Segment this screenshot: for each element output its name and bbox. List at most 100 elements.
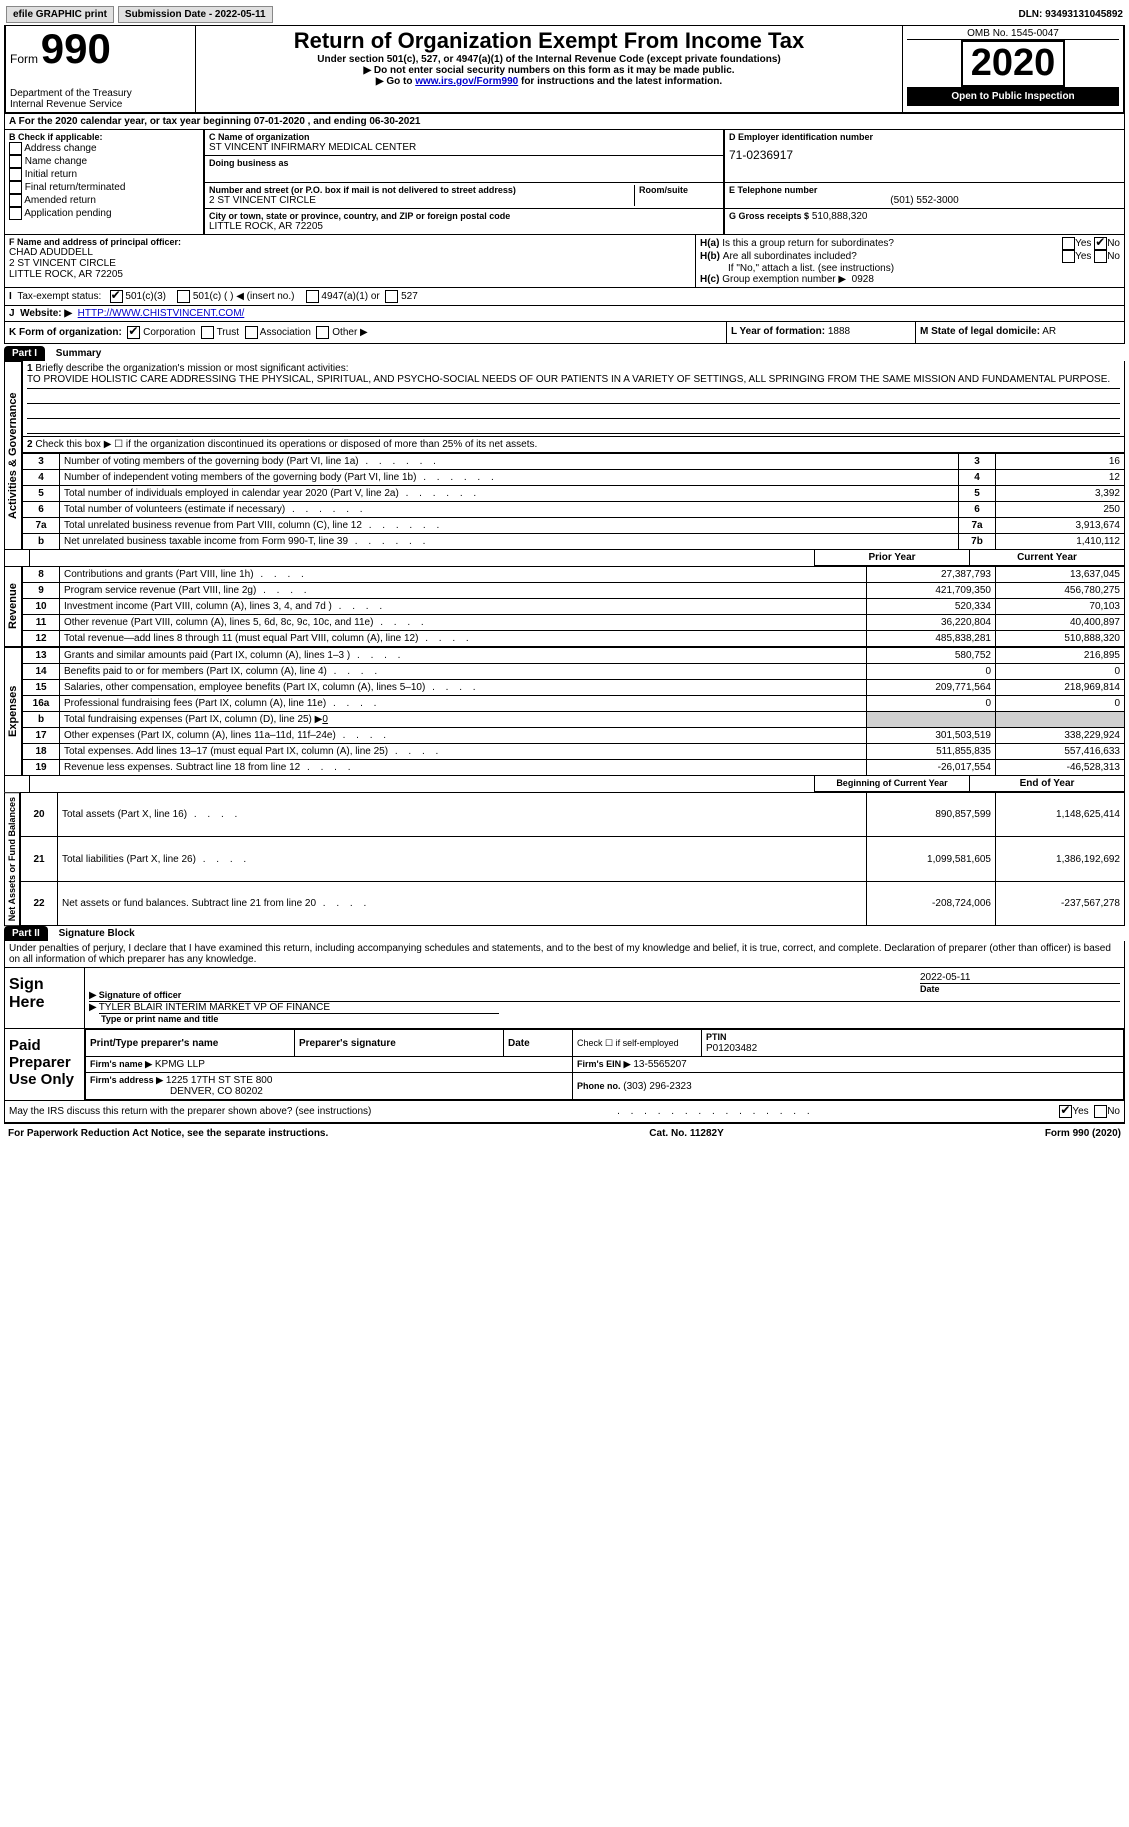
table-row: 3 Number of voting members of the govern… — [23, 454, 1125, 470]
app-pending-checkbox[interactable] — [9, 207, 22, 220]
corp-checkbox[interactable] — [127, 326, 140, 339]
hb-yes-checkbox[interactable] — [1062, 250, 1075, 263]
sub3-pre: ▶ Go to — [376, 76, 415, 87]
ha-yes: Yes — [1075, 238, 1091, 249]
hb-note: If "No," attach a list. (see instruction… — [700, 263, 1120, 274]
paid-preparer-row: Paid Preparer Use Only Print/Type prepar… — [4, 1029, 1125, 1101]
discuss-no: No — [1107, 1106, 1120, 1117]
declaration-text: Under penalties of perjury, I declare th… — [4, 941, 1125, 968]
city-value: LITTLE ROCK, AR 72205 — [209, 221, 719, 232]
assoc-checkbox[interactable] — [245, 326, 258, 339]
prior-year-value: 209,771,564 — [867, 680, 996, 696]
prior-year-value: 0 — [867, 696, 996, 712]
table-row: 13 Grants and similar amounts paid (Part… — [23, 648, 1125, 664]
prior-year-header: Prior Year — [814, 550, 969, 566]
table-row: 6 Total number of volunteers (estimate i… — [23, 502, 1125, 518]
instructions-link[interactable]: www.irs.gov/Form990 — [415, 76, 518, 87]
line-num: 15 — [23, 680, 60, 696]
amended-return-checkbox[interactable] — [9, 194, 22, 207]
firm-name: KPMG LLP — [155, 1059, 205, 1070]
address-change-checkbox[interactable] — [9, 142, 22, 155]
527-checkbox[interactable] — [385, 290, 398, 303]
table-row: 18 Total expenses. Add lines 13–17 (must… — [23, 744, 1125, 760]
line-ref: 7b — [959, 534, 996, 550]
j-row: J Website: ▶ HTTP://WWW.CHISTVINCENT.COM… — [4, 306, 1125, 322]
firm-phone: (303) 296-2323 — [623, 1081, 691, 1092]
boy-eoy-headers-row: Beginning of Current Year End of Year — [4, 776, 1125, 792]
501c-checkbox[interactable] — [177, 290, 190, 303]
501c3-checkbox[interactable] — [110, 290, 123, 303]
final-return-checkbox[interactable] — [9, 181, 22, 194]
l-label: L Year of formation: — [731, 326, 825, 337]
line-desc: Total revenue—add lines 8 through 11 (mu… — [60, 631, 867, 647]
line-num: 6 — [23, 502, 60, 518]
hb-no-checkbox[interactable] — [1094, 250, 1107, 263]
line-desc: Total expenses. Add lines 13–17 (must eq… — [60, 744, 867, 760]
revenue-table: 8 Contributions and grants (Part VIII, l… — [22, 566, 1125, 647]
4947-checkbox[interactable] — [306, 290, 319, 303]
hc-value: 0928 — [852, 274, 874, 285]
current-year-value: 1,386,192,692 — [996, 837, 1125, 881]
submission-date-button[interactable]: Submission Date - 2022-05-11 — [118, 6, 273, 23]
line-num: 18 — [23, 744, 60, 760]
discuss-no-checkbox[interactable] — [1094, 1105, 1107, 1118]
gross-receipts: 510,888,320 — [812, 211, 868, 222]
current-year-value: 70,103 — [996, 599, 1125, 615]
officer-name: CHAD ADUDDELL — [9, 247, 691, 258]
name-change-checkbox[interactable] — [9, 155, 22, 168]
i-row: I Tax-exempt status: 501(c)(3) 501(c) ( … — [4, 288, 1125, 306]
table-row: 7a Total unrelated business revenue from… — [23, 518, 1125, 534]
part-1-badge: Part I — [4, 346, 45, 361]
current-year-value — [996, 712, 1125, 728]
org-name: ST VINCENT INFIRMARY MEDICAL CENTER — [209, 142, 719, 153]
sig-name-label: Type or print name and title — [89, 1014, 1120, 1024]
firm-addr-label: Firm's address ▶ — [90, 1075, 163, 1085]
line-value: 3,392 — [996, 486, 1125, 502]
prior-year-value: 0 — [867, 664, 996, 680]
efile-print-button[interactable]: efile GRAPHIC print — [6, 6, 114, 23]
other-checkbox[interactable] — [316, 326, 329, 339]
ha-yes-checkbox[interactable] — [1062, 237, 1075, 250]
prior-year-value: 36,220,804 — [867, 615, 996, 631]
prior-year-value: 511,855,835 — [867, 744, 996, 760]
line-desc: Program service revenue (Part VIII, line… — [60, 583, 867, 599]
l-value: 1888 — [828, 326, 850, 337]
year-headers-row: Prior Year Current Year — [4, 550, 1125, 566]
beg-year-header: Beginning of Current Year — [814, 776, 969, 792]
ha-no: No — [1107, 238, 1120, 249]
line-desc: Professional fundraising fees (Part IX, … — [60, 696, 867, 712]
k-o2: Trust — [217, 327, 239, 338]
line-desc: Total unrelated business revenue from Pa… — [60, 518, 959, 534]
p-name-label: Print/Type preparer's name — [86, 1030, 295, 1057]
city-cell: City or town, state or province, country… — [204, 209, 724, 235]
firm-addr2: DENVER, CO 80202 — [90, 1086, 263, 1097]
hb-no: No — [1107, 251, 1120, 262]
g-cell: G Gross receipts $ 510,888,320 — [724, 209, 1125, 235]
line-num: 22 — [21, 881, 58, 925]
f-h-row: F Name and address of principal officer:… — [4, 235, 1125, 288]
table-row: 17 Other expenses (Part IX, column (A), … — [23, 728, 1125, 744]
website-link[interactable]: HTTP://WWW.CHISTVINCENT.COM/ — [78, 308, 245, 319]
ptin-label: PTIN — [706, 1032, 727, 1042]
discuss-row: May the IRS discuss this return with the… — [4, 1101, 1125, 1123]
a-line-text: For the 2020 calendar year, or tax year … — [19, 116, 421, 127]
subtitle-3: ▶ Go to www.irs.gov/Form990 for instruct… — [200, 76, 898, 87]
dln-label: DLN: 93493131045892 — [1018, 9, 1123, 20]
firm-ein: 13-5565207 — [633, 1059, 686, 1070]
discuss-yes-checkbox[interactable] — [1059, 1105, 1072, 1118]
table-row: 12 Total revenue—add lines 8 through 11 … — [23, 631, 1125, 647]
expenses-label: Expenses — [4, 647, 22, 776]
hb-label: Are all subordinates included? — [723, 251, 1062, 262]
initial-return-checkbox[interactable] — [9, 168, 22, 181]
l1-label: Briefly describe the organization's miss… — [35, 363, 348, 374]
line-num: 13 — [23, 648, 60, 664]
year-cell: OMB No. 1545-0047 2020 Open to Public In… — [903, 26, 1123, 112]
current-year-value: 216,895 — [996, 648, 1125, 664]
line-num: 5 — [23, 486, 60, 502]
ha-no-checkbox[interactable] — [1094, 237, 1107, 250]
form-title: Return of Organization Exempt From Incom… — [200, 28, 898, 54]
d-cell: D Employer identification number 71-0236… — [724, 130, 1125, 183]
trust-checkbox[interactable] — [201, 326, 214, 339]
form-header: Form 990 Department of the Treasury Inte… — [4, 26, 1125, 114]
line-desc: Salaries, other compensation, employee b… — [60, 680, 867, 696]
